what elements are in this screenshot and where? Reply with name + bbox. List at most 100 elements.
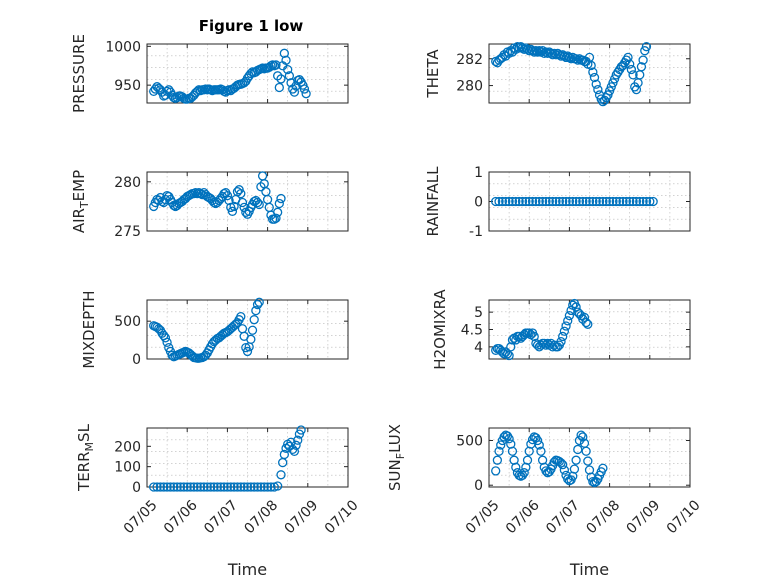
data-point xyxy=(237,197,248,208)
data-point xyxy=(594,196,605,207)
y-tick-label: 0 xyxy=(474,195,483,211)
data-point xyxy=(648,196,658,207)
data-point xyxy=(576,430,586,440)
y-tick-label: 282 xyxy=(456,52,483,68)
data-point xyxy=(598,463,608,473)
data-point xyxy=(283,64,293,75)
data-point xyxy=(205,482,216,492)
x-axis-label: Time xyxy=(569,560,609,579)
y-tick-label: -1 xyxy=(469,224,483,240)
y-axis-label: AIRTEMP xyxy=(70,170,91,233)
data-point xyxy=(491,196,501,207)
data-point xyxy=(496,440,506,450)
data-point xyxy=(289,87,300,97)
data-point xyxy=(262,482,273,492)
y-axis-label-main: AIR xyxy=(70,208,88,233)
data-point xyxy=(246,482,256,492)
data-point xyxy=(254,297,264,307)
data-point xyxy=(559,465,570,475)
data-point xyxy=(222,190,233,201)
data-point xyxy=(628,196,638,207)
data-point xyxy=(494,446,504,456)
data-point xyxy=(558,196,568,207)
data-point xyxy=(229,201,239,212)
y-axis-label-main: TERR xyxy=(75,451,93,492)
y-axis-label-rest: EMP xyxy=(70,170,88,201)
data-point xyxy=(534,440,544,450)
data-point xyxy=(514,196,524,207)
data-point xyxy=(563,316,573,326)
series-markers xyxy=(491,196,658,207)
x-tick-label: 07/09 xyxy=(282,497,322,537)
data-point xyxy=(626,64,637,75)
subplot-1: 950 1000 PRESSURE xyxy=(70,34,349,113)
data-point xyxy=(239,482,249,492)
data-point xyxy=(272,481,283,491)
data-point xyxy=(276,74,286,84)
data-point xyxy=(175,482,186,492)
data-point xyxy=(159,482,169,492)
y-axis-label-subscript: M xyxy=(83,442,96,452)
data-point xyxy=(625,196,635,207)
data-point xyxy=(527,196,538,207)
x-axis-label: Time xyxy=(227,560,267,579)
data-point xyxy=(539,338,549,349)
data-point xyxy=(252,482,263,492)
data-point xyxy=(564,310,575,321)
y-axis-label-subscript: F xyxy=(394,453,407,459)
series-markers xyxy=(149,297,264,363)
subplot-5: 0 500 MIXDEPTH xyxy=(80,290,349,369)
data-point xyxy=(236,482,246,492)
data-point xyxy=(227,206,238,216)
data-point xyxy=(593,84,603,95)
axes-frame xyxy=(146,171,349,232)
data-point xyxy=(155,482,166,492)
data-point xyxy=(554,196,564,207)
data-point xyxy=(172,482,182,492)
data-point xyxy=(645,196,655,207)
y-axis-label: MIXDEPTH xyxy=(80,290,98,368)
data-point xyxy=(499,349,509,359)
data-point xyxy=(289,446,300,457)
data-point xyxy=(219,482,229,492)
y-tick-label: 1000 xyxy=(105,39,141,55)
y-tick-label: 4.5 xyxy=(461,323,483,339)
data-point xyxy=(524,196,534,207)
data-point xyxy=(504,196,514,207)
data-point xyxy=(162,337,172,348)
data-point xyxy=(531,46,541,56)
y-tick-label: 200 xyxy=(114,439,141,455)
data-point xyxy=(561,321,571,331)
data-point xyxy=(242,346,253,357)
data-point xyxy=(242,482,253,492)
y-axis-label: TERRMSL xyxy=(75,423,96,492)
data-point xyxy=(274,82,284,93)
data-point xyxy=(573,444,583,455)
data-point xyxy=(588,67,598,77)
data-point xyxy=(506,342,516,352)
data-point xyxy=(259,482,269,492)
data-point xyxy=(251,305,261,316)
data-point xyxy=(266,482,276,492)
x-tick-label: 07/08 xyxy=(241,497,281,537)
data-point xyxy=(625,59,635,69)
data-point xyxy=(529,331,539,342)
axes-frame xyxy=(146,299,349,360)
y-axis-label-rest: LUX xyxy=(386,424,404,453)
data-point xyxy=(152,482,162,492)
data-point xyxy=(571,54,581,64)
data-point xyxy=(615,196,625,207)
data-point xyxy=(591,79,601,89)
data-point xyxy=(160,333,171,343)
data-point xyxy=(224,195,234,206)
figure-title: Figure 1 low xyxy=(199,17,304,35)
data-point xyxy=(182,482,192,492)
data-point xyxy=(636,62,647,72)
data-point xyxy=(236,311,246,322)
data-point xyxy=(222,482,233,492)
data-point xyxy=(558,331,568,342)
y-axis-label-main: SUN xyxy=(386,459,404,491)
x-tick-label: 07/05 xyxy=(121,497,161,537)
